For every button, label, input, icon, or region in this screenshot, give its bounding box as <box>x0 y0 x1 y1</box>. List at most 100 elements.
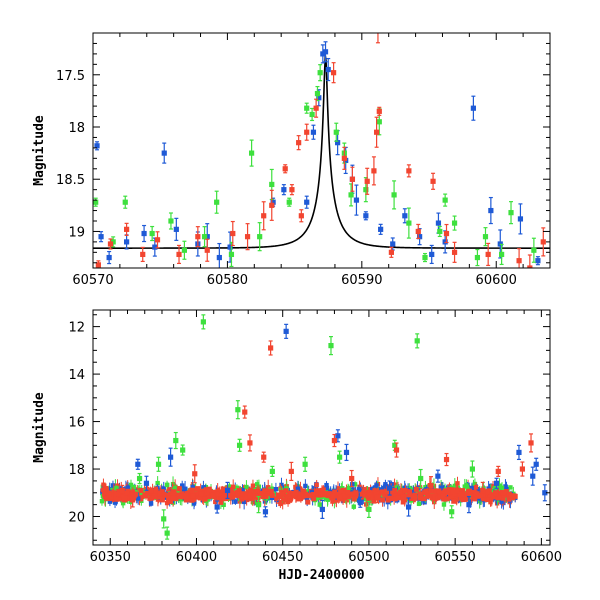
data-point <box>374 483 379 488</box>
data-point <box>214 491 220 497</box>
data-point <box>325 66 331 73</box>
data-point <box>380 497 386 503</box>
data-point <box>351 496 357 502</box>
data-point <box>249 150 255 156</box>
data-point <box>181 247 187 253</box>
data-point <box>435 473 441 479</box>
series-0 <box>94 41 541 268</box>
y-axis-label: Magnitude <box>32 115 47 186</box>
data-point <box>468 498 473 504</box>
data-point <box>220 489 225 495</box>
data-point <box>328 343 334 349</box>
data-point <box>309 111 315 118</box>
data-point <box>366 506 372 512</box>
data-point <box>436 488 442 494</box>
x-tick-label: 60600 <box>476 273 517 288</box>
data-point <box>437 494 443 500</box>
data-point <box>257 491 263 497</box>
data-point <box>113 496 119 502</box>
data-point <box>378 226 384 232</box>
data-point <box>306 493 312 499</box>
data-point <box>326 492 332 498</box>
data-point <box>239 494 245 500</box>
data-point <box>443 456 450 463</box>
data-point <box>162 492 168 498</box>
data-point <box>349 475 355 482</box>
data-point <box>499 499 504 504</box>
data-point <box>182 486 188 491</box>
data-point <box>465 489 471 495</box>
data-point <box>402 485 407 490</box>
data-point <box>176 486 182 492</box>
x-tick-label: 60450 <box>262 550 303 565</box>
data-point <box>316 95 322 101</box>
data-point <box>516 258 522 264</box>
baseline-point-cloud <box>99 476 518 512</box>
data-point <box>353 197 360 203</box>
data-point <box>439 485 444 490</box>
data-point <box>167 498 173 504</box>
data-point <box>268 488 274 494</box>
data-point <box>180 493 186 499</box>
data-point <box>373 492 379 498</box>
data-point <box>260 493 266 499</box>
data-point <box>180 447 186 453</box>
data-point <box>266 491 272 497</box>
data-point <box>330 499 335 504</box>
data-point <box>190 484 195 490</box>
data-point <box>324 482 329 488</box>
data-point <box>135 461 141 467</box>
data-point <box>352 482 358 487</box>
data-point <box>179 491 185 497</box>
data-point <box>452 491 458 497</box>
data-point <box>140 251 146 258</box>
data-point <box>261 454 267 460</box>
data-point <box>392 482 397 487</box>
data-point <box>242 409 248 415</box>
data-point <box>230 484 236 489</box>
data-point <box>317 70 323 76</box>
data-point <box>484 489 490 495</box>
data-point <box>249 496 255 502</box>
data-point <box>313 105 319 111</box>
axes-frame <box>92 309 551 546</box>
data-point <box>197 495 203 501</box>
x-tick-label: 60350 <box>90 550 131 565</box>
data-point <box>432 488 438 494</box>
data-point <box>421 496 427 502</box>
data-point <box>469 466 475 472</box>
data-point <box>388 496 394 502</box>
data-point <box>274 496 279 501</box>
data-point <box>204 247 210 253</box>
data-point <box>472 481 478 487</box>
x-tick-label: 60550 <box>434 550 475 565</box>
data-point <box>262 489 268 495</box>
data-point <box>399 494 405 500</box>
data-point <box>305 499 311 505</box>
y-tick-label: 12 <box>68 321 85 336</box>
data-point <box>155 497 161 502</box>
data-point <box>103 486 109 492</box>
data-point <box>484 497 490 503</box>
data-point <box>93 199 99 205</box>
data-point <box>474 254 481 261</box>
data-point <box>265 485 271 490</box>
data-point <box>411 489 416 495</box>
data-point <box>228 251 235 258</box>
data-point <box>343 449 350 456</box>
data-point <box>303 483 308 489</box>
data-point <box>233 499 238 504</box>
data-point <box>279 491 285 497</box>
data-point <box>194 493 200 499</box>
data-point <box>405 504 412 510</box>
data-point <box>432 496 438 502</box>
data-point <box>314 90 321 97</box>
data-point <box>293 489 299 495</box>
data-point <box>286 490 292 496</box>
data-point <box>142 493 148 499</box>
data-point <box>149 495 155 501</box>
data-point <box>444 496 450 502</box>
data-point <box>115 483 120 488</box>
data-point <box>240 487 245 493</box>
series-2 <box>119 340 534 508</box>
